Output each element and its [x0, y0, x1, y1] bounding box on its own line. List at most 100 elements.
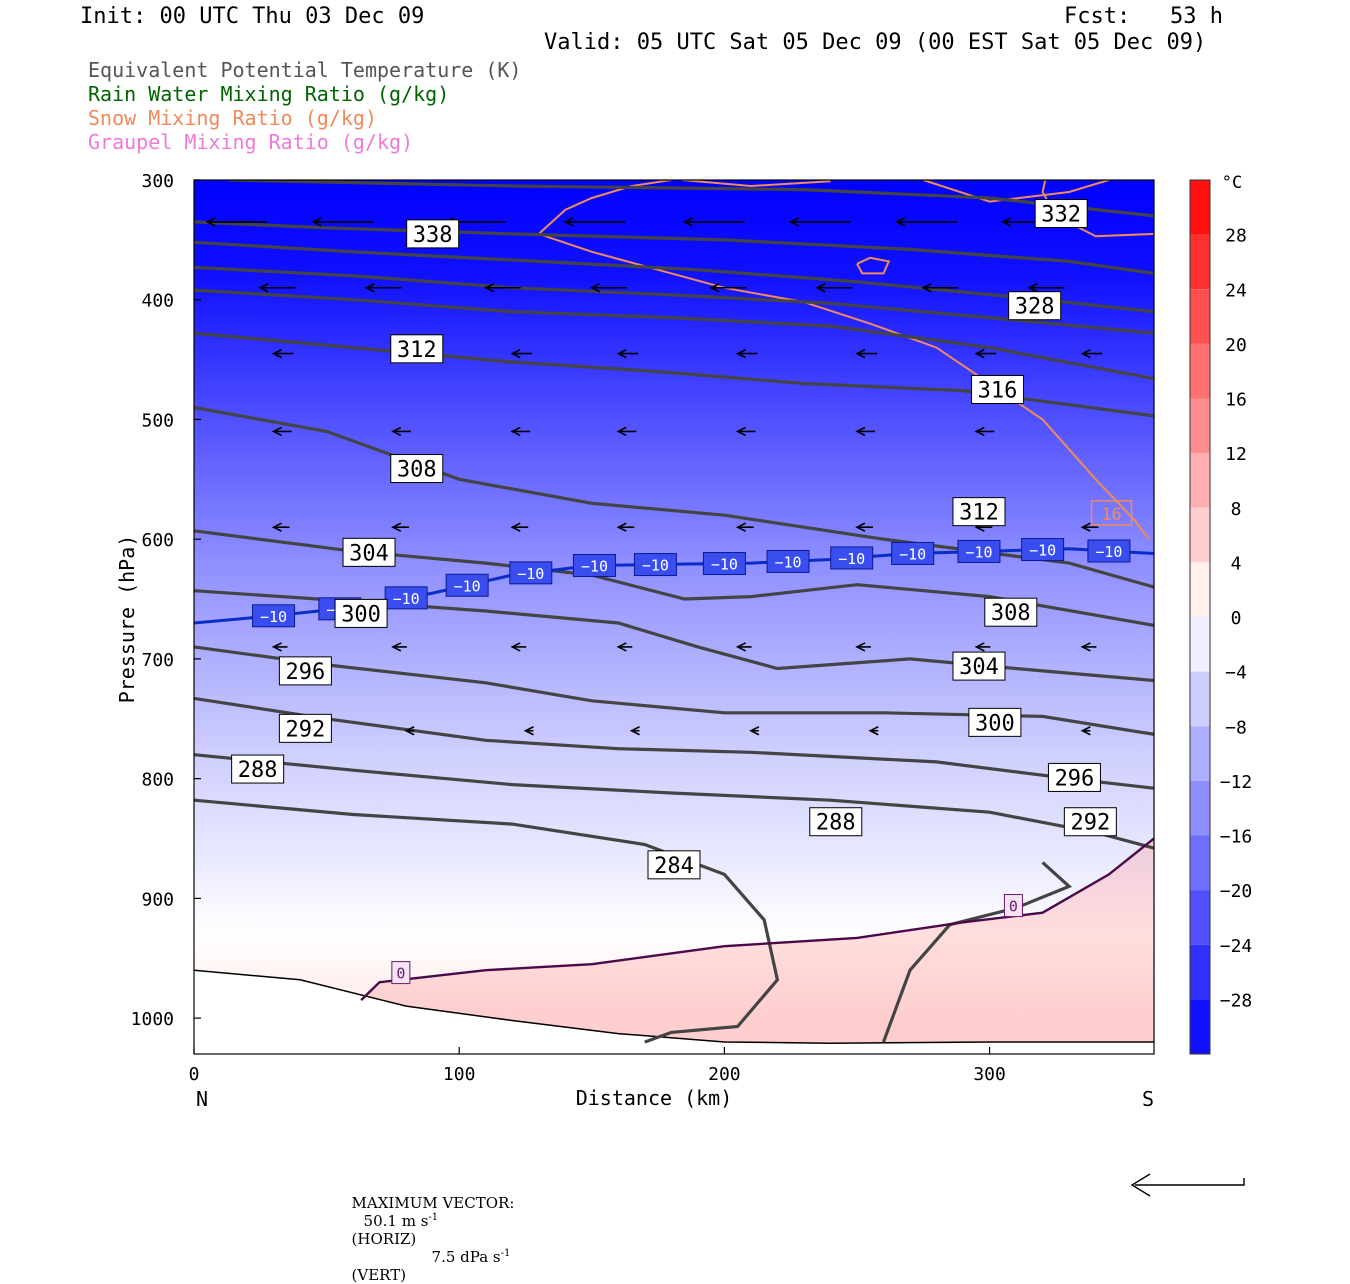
wind-vector-head [1080, 726, 1091, 736]
snow-contour [538, 180, 672, 235]
wind-vector-head [868, 726, 879, 736]
wind-vector-head [1080, 522, 1091, 532]
colorbar-tick-label: 4 [1231, 553, 1242, 574]
wind-vector-head [483, 283, 495, 293]
colorbar-tick-label: 8 [1231, 499, 1242, 520]
wind-vector-head [563, 217, 574, 227]
theta-e-label-box [952, 497, 1006, 527]
wind-vector-head [510, 348, 521, 359]
y-tick-label: 1000 [131, 1009, 174, 1030]
wind-vector-head [510, 522, 521, 532]
theta-e-contour [194, 529, 1154, 627]
theta-e-label-box [1008, 291, 1062, 321]
isotherm-minus10-label: −10 [454, 577, 481, 595]
wind-vector-head [682, 217, 693, 227]
colorbar-frame [1189, 179, 1211, 1055]
isotherm-minus10-label-box [891, 541, 935, 565]
colorbar-segment [1190, 453, 1210, 508]
isotherm-minus10-label: −10 [642, 557, 669, 575]
isotherm-zero-label-box [391, 961, 411, 985]
colorbar-segment [1190, 180, 1210, 235]
isotherm-zero-label: 0 [1009, 898, 1018, 916]
wind-vector-head [735, 642, 747, 652]
footer-max-vector: MAXIMUM VECTOR: 50.1 m s-1 (HORIZ) 7.5 d… [342, 1176, 515, 1284]
isotherm-minus10-label: −10 [711, 556, 738, 574]
wind-vector-head [311, 217, 322, 227]
y-tick-label: 700 [141, 650, 174, 671]
snow-contour [922, 180, 1110, 203]
wind-vector-head [616, 426, 627, 437]
wind-vector-head [1080, 348, 1091, 359]
colorbar-segment [1190, 890, 1210, 945]
theta-e-label-box [334, 598, 388, 628]
isotherm-minus10-label-box [633, 553, 677, 577]
theta-e-label-box [231, 754, 285, 784]
x-tick-label: 0 [189, 1064, 200, 1085]
isotherm-minus10-label: −10 [517, 565, 544, 583]
y-tick-label: 500 [141, 410, 174, 431]
wind-vector-head [855, 522, 866, 532]
y-tick-label: 600 [141, 530, 174, 551]
colorbar-tick-label: −24 [1220, 936, 1253, 957]
wind-vector-head [510, 426, 521, 437]
cross-section-chart: −10 −10 −10 −10 −10 −10 −10 −10 −10 −10 −10 −10 −10 −… [115, 171, 1253, 1197]
wind-vector-head [974, 642, 985, 652]
wind-vector-head [974, 426, 985, 437]
x-tick-label: 200 [708, 1064, 741, 1085]
snow-contour [1041, 180, 1154, 238]
colorbar-tick-label: −12 [1220, 772, 1253, 793]
theta-e-label: 288 [238, 758, 278, 783]
theta-e-label: 308 [991, 601, 1031, 626]
theta-e-label-box [278, 656, 332, 686]
colorbar-segment [1190, 780, 1210, 836]
theta-e-label-box [390, 334, 444, 364]
y-tick-label: 300 [141, 171, 174, 192]
terrain-mask [194, 970, 1154, 1054]
isotherm-minus10-label-box [957, 539, 1001, 563]
isotherm-minus10-label-box [252, 604, 296, 628]
colorbar-tick-label: 20 [1225, 335, 1247, 356]
wind-vector-head [271, 642, 282, 652]
colorbar-segment [1190, 999, 1210, 1054]
isotherm-minus10-label: −10 [899, 545, 926, 563]
colorbar-segment [1190, 398, 1210, 454]
isotherm-minus10-label: −10 [774, 553, 801, 571]
colorbar-tick-label: −28 [1220, 990, 1253, 1011]
legend-snow: Snow Mixing Ratio (g/kg) [88, 106, 377, 130]
legend-theta-e: Equivalent Potential Temperature (K) [88, 58, 522, 82]
isotherm-minus10-label: −10 [838, 550, 865, 568]
theta-e-label-box [968, 707, 1022, 737]
colorbar-tick-label: −20 [1220, 881, 1253, 902]
isotherm-minus10-label-box [766, 549, 810, 573]
theta-e-label-box [406, 219, 460, 249]
wind-vector-head [709, 283, 720, 293]
wind-vector-head [894, 217, 906, 227]
theta-e-label-box [1047, 762, 1101, 792]
legend-rain: Rain Water Mixing Ratio (g/kg) [88, 82, 450, 106]
wind-vector-head [921, 283, 932, 293]
footer-horiz-value: 50.1 m s [363, 1212, 429, 1230]
colorbar-segment [1190, 562, 1210, 617]
theta-e-label: 312 [397, 338, 437, 363]
wind-vector-head [749, 726, 760, 736]
theta-e-label-box [390, 454, 444, 484]
theta-e-label: 300 [975, 711, 1015, 736]
wind-vector-head [391, 426, 402, 437]
x-tick-label: 100 [443, 1064, 476, 1085]
theta-e-label-box [1034, 199, 1088, 229]
plot-area: −10−10−10−10−10−10−10−10−10−10−10−10−10−… [194, 180, 1154, 1054]
wind-vector-head [855, 642, 866, 652]
footer-max-vector-label: MAXIMUM VECTOR: [351, 1194, 515, 1212]
y-tick-label: 900 [141, 889, 174, 910]
isotherm-minus10-label: −10 [581, 557, 608, 575]
isotherm-minus10-label-box [830, 546, 874, 570]
theta-e-label-box [984, 597, 1038, 627]
colorbar-segment [1190, 343, 1210, 399]
theta-e-contour [194, 331, 1154, 418]
colorbar-tick-label: 28 [1225, 226, 1247, 247]
footer-vert-value: 7.5 dPa s [431, 1248, 501, 1266]
isotherm-minus10-label-box [702, 552, 746, 576]
isotherm-minus10-label-box [1021, 538, 1065, 562]
y-axis-label: Pressure (hPa) [115, 535, 139, 704]
footer-vert-exponent: -1 [500, 1248, 511, 1259]
